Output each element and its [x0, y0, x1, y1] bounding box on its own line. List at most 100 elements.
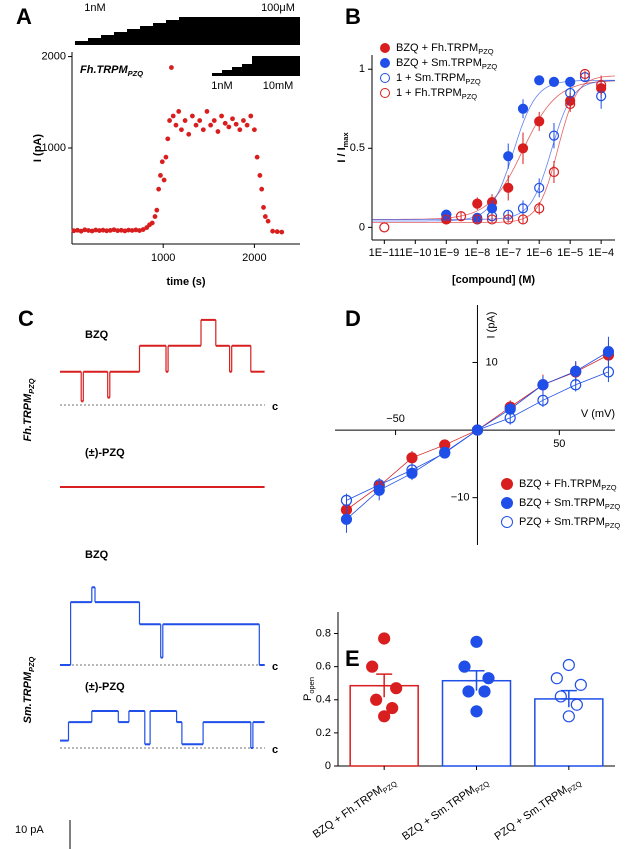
data-point	[233, 121, 239, 127]
data-point	[104, 228, 110, 234]
data-point	[133, 227, 139, 233]
data-point	[503, 214, 514, 225]
legend-marker	[501, 478, 513, 490]
data-point	[534, 203, 545, 214]
y-axis-label: Popen	[302, 677, 316, 701]
y-tick-label: 0.6	[316, 661, 331, 673]
data-point	[197, 118, 203, 123]
group-label-main: Sm.TRPM	[22, 671, 34, 723]
legend-marker	[501, 516, 513, 528]
data-point	[259, 186, 265, 192]
trace-connector	[70, 587, 260, 665]
legend-label-main: BZQ + Sm.TRPM	[396, 57, 482, 69]
x-tick-label: 1E−9	[433, 247, 459, 259]
trace-label: (±)-PZQ	[85, 681, 125, 693]
y-axis-label: I (pA)	[485, 312, 497, 339]
data-point	[140, 227, 146, 232]
data-point	[370, 693, 383, 706]
data-point	[144, 225, 150, 230]
data-point	[111, 227, 117, 233]
x-tick-label: 1E−5	[557, 247, 583, 259]
data-point	[262, 214, 268, 219]
x-tick-label: PZQ + Sm.TRPMPZQ	[492, 775, 583, 845]
panel-label: C	[18, 306, 34, 331]
data-point	[257, 173, 263, 178]
panel-label: A	[16, 4, 32, 29]
data-point	[149, 220, 155, 226]
data-point	[565, 98, 576, 110]
data-point	[478, 685, 491, 698]
data-point	[458, 660, 471, 673]
data-point	[176, 109, 182, 114]
legend-label: BZQ + Fh.TRPMPZQ	[396, 42, 494, 56]
data-point	[470, 705, 483, 718]
data-point	[574, 678, 587, 691]
data-point	[270, 228, 276, 234]
data-point	[504, 412, 516, 424]
x-tick-label: 2000	[242, 252, 266, 264]
x-tick-label: 1E−7	[495, 247, 521, 259]
data-point	[200, 127, 206, 133]
bar	[441, 679, 512, 767]
data-point	[534, 182, 545, 193]
x-axis-label: time (s)	[166, 276, 205, 288]
x-axis-label: V (mV)	[581, 408, 615, 420]
data-point	[167, 118, 172, 123]
data-point	[340, 513, 353, 525]
x-tick-label: BZQ + Sm.TRPMPZQ	[400, 775, 491, 845]
legend-label-main: BZQ + Sm.TRPM	[519, 497, 605, 509]
legend-label-main: BZQ + Fh.TRPM	[396, 42, 478, 54]
data-point	[439, 447, 451, 459]
x-axis-label: [compound] (M)	[452, 274, 535, 286]
data-point	[208, 122, 214, 128]
legend-label-main: PZQ + Sm.TRPM	[519, 516, 605, 528]
group-label-sub: PZQ	[27, 378, 36, 394]
closed-label: c	[272, 744, 278, 756]
fit-curve	[372, 75, 616, 223]
y-axis-label-sub: max	[341, 132, 350, 148]
data-point	[154, 207, 160, 213]
bar	[349, 684, 419, 767]
y-tick-label: 0.2	[316, 727, 331, 739]
legend-label: BZQ + Sm.TRPMPZQ	[396, 57, 497, 71]
y-tick-label: 0.8	[316, 627, 331, 639]
data-point	[517, 143, 529, 154]
legend-marker	[380, 43, 390, 53]
legend-marker	[501, 497, 513, 509]
x-tick-label: 1E−10	[399, 247, 431, 259]
scale-bar-label: 10 pA	[15, 824, 44, 836]
bar	[534, 698, 604, 767]
data-point	[482, 672, 495, 685]
y-tick-label: 10	[485, 356, 497, 368]
data-point	[158, 173, 163, 178]
panel-label: B	[345, 4, 361, 29]
data-point	[182, 118, 188, 123]
y-tick-label: 1	[359, 63, 365, 75]
x-tick-label: 1E−11	[369, 247, 400, 259]
group-label-main: Fh.TRPM	[22, 393, 34, 441]
data-point	[570, 379, 582, 391]
data-point	[379, 222, 390, 233]
y-tick-label: −10	[451, 492, 470, 504]
data-point	[222, 120, 228, 126]
legend-label-main: BZQ + Fh.TRPM	[519, 478, 601, 490]
trace-label: (±)-PZQ	[85, 447, 125, 459]
y-tick-label: 0	[359, 221, 365, 233]
compound-staircase	[75, 17, 300, 45]
annotation: La3+	[262, 58, 284, 74]
data-point	[161, 177, 167, 183]
data-point	[503, 182, 514, 193]
data-point	[159, 159, 165, 165]
data-point	[554, 690, 567, 703]
data-point	[486, 214, 498, 225]
data-point	[366, 660, 379, 673]
panel-title-sub: PZQ	[128, 69, 144, 78]
data-point	[537, 394, 549, 406]
annotation-sub: 3+	[275, 58, 284, 67]
y-tick-label: 2000	[42, 50, 66, 62]
data-point	[570, 698, 583, 711]
legend-label-sub: PZQ	[478, 47, 494, 56]
data-point	[579, 68, 591, 80]
data-point	[470, 635, 483, 648]
